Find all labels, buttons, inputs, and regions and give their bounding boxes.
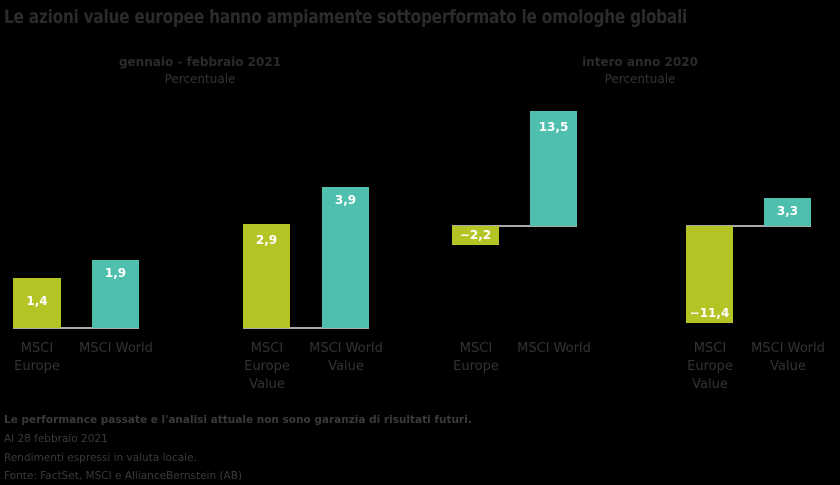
baseline xyxy=(452,225,577,227)
bar-value: 1,4 xyxy=(26,294,48,308)
category-label: MSCI Europe Value xyxy=(244,341,290,392)
disclaimer-note: Le performance passate e l'analisi attua… xyxy=(4,414,472,426)
baseline xyxy=(243,327,369,329)
panel-1-subtitle: gennaio - febbraio 2021 Percentuale xyxy=(110,55,290,86)
bar-value: 1,9 xyxy=(104,266,127,280)
bar-value: 3,3 xyxy=(776,204,799,218)
category-label: MSCI Europe xyxy=(453,341,499,374)
bar-msci-world-value-2021: 3,9 xyxy=(322,187,369,328)
category-label: MSCI World Value xyxy=(751,341,825,374)
bar-msci-world-value-2020: 3,3 xyxy=(764,198,811,226)
bar-msci-europe-2021: 1,4 xyxy=(13,278,61,328)
panel-2-heading: intero anno 2020 xyxy=(582,55,698,69)
baseline xyxy=(13,327,139,329)
bar-msci-world-2021: 1,9 xyxy=(92,260,139,328)
bar-msci-europe-value-2021: 2,9 xyxy=(243,224,290,328)
category-label: MSCI Europe Value xyxy=(687,341,733,392)
chart-title: Le azioni value europee hanno ampiamente… xyxy=(4,6,688,28)
panel-1-unit: Percentuale xyxy=(164,72,236,86)
category-label: MSCI Europe xyxy=(14,341,60,374)
bar-value: −11,4 xyxy=(689,306,730,320)
bar-msci-world-2020: 13,5 xyxy=(530,111,577,226)
panel-2-unit: Percentuale xyxy=(604,72,676,86)
bar-value: 2,9 xyxy=(255,233,278,247)
bar-value: −2,2 xyxy=(459,228,492,242)
category-label: MSCI World xyxy=(517,341,591,356)
bar-value: 3,9 xyxy=(334,193,357,207)
category-label: MSCI World xyxy=(79,341,153,356)
bar-msci-europe-2020: −2,2 xyxy=(452,226,499,245)
currency-note: Rendimenti espressi in valuta locale. xyxy=(4,452,197,464)
date-note: Al 28 febbraio 2021 xyxy=(4,433,108,445)
baseline xyxy=(686,225,811,227)
category-label: MSCI World Value xyxy=(309,341,383,374)
bar-msci-europe-value-2020: −11,4 xyxy=(686,226,733,323)
panel-2-subtitle: intero anno 2020 Percentuale xyxy=(550,55,730,86)
panel-1-heading: gennaio - febbraio 2021 xyxy=(118,55,282,69)
source-note: Fonte: FactSet, MSCI e AllianceBernstein… xyxy=(4,470,243,482)
bar-value: 13,5 xyxy=(538,120,569,134)
